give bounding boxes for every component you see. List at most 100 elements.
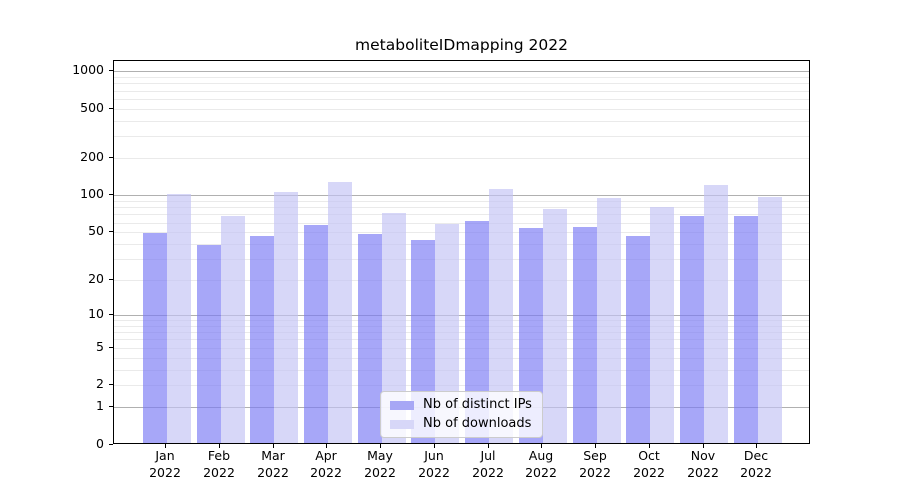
x-tick-mark-apr-2022 [326,444,327,448]
x-tick-mark-feb-2022 [219,444,220,448]
x-tick-label-line: 2022 [687,464,719,480]
gridline-minor-300 [114,136,809,137]
x-tick-label-line: 2022 [364,464,396,480]
x-tick-label-jun-2022: Jun 2022 [394,448,474,481]
bar-nb-of-distinct-ips-dec-2022 [733,216,758,443]
gridline-minor-800 [114,83,809,84]
bar-nb-of-downloads-dec-2022 [757,197,782,443]
bar-nb-of-distinct-ips-nov-2022 [680,216,704,443]
x-tick-mark-jun-2022 [434,444,435,448]
x-tick-label-sep-2022: Sep 2022 [555,448,635,481]
gridline-major-10 [114,315,809,316]
bar-nb-of-distinct-ips-apr-2022 [304,224,328,443]
y-tick-mark-0 [109,444,113,445]
x-tick-label-line: 2022 [579,464,611,480]
x-tick-mark-sep-2022 [595,444,596,448]
y-tick-mark-200 [109,157,113,158]
bar-nb-of-downloads-jan-2022 [166,193,191,443]
y-tick-label-20: 20 [88,271,104,286]
y-tick-label-500: 500 [80,100,104,115]
x-tick-label-line: 2022 [472,464,504,480]
x-tick-label-line: Nov [690,448,716,463]
gridline-minor-400 [114,121,809,122]
y-tick-mark-100 [109,194,113,195]
gridline-minor-7 [114,332,809,333]
y-tick-mark-20 [109,279,113,280]
x-tick-label-mar-2022: Mar 2022 [233,448,313,481]
bar-nb-of-downloads-apr-2022 [328,182,352,443]
plot-area [113,60,810,444]
x-tick-label-line: Sep [583,448,607,463]
x-tick-label-jul-2022: Jul 2022 [448,448,528,481]
chart-title: metaboliteIDmapping 2022 [355,36,568,54]
legend-label-nb-of-distinct-ips: Nb of distinct IPs [423,397,532,412]
x-tick-label-may-2022: May 2022 [340,448,420,481]
legend-entry-nb-of-downloads: Nb of downloads [390,416,532,432]
gridline-minor-90 [114,201,809,202]
gridline-minor-8 [114,326,809,327]
bar-nb-of-downloads-oct-2022 [650,207,675,443]
y-tick-label-2: 2 [96,376,104,391]
gridline-minor-6 [114,339,809,340]
x-tick-label-line: 2022 [525,464,557,480]
bar-nb-of-downloads-sep-2022 [596,198,621,443]
x-tick-label-line: 2022 [149,464,181,480]
x-tick-label-feb-2022: Feb 2022 [179,448,259,481]
x-tick-mark-jul-2022 [488,444,489,448]
x-tick-label-nov-2022: Nov 2022 [663,448,743,481]
x-tick-label-line: Oct [638,448,660,463]
x-tick-label-jan-2022: Jan 2022 [125,448,205,481]
x-tick-label-line: Jun [424,448,444,463]
legend-label-nb-of-downloads: Nb of downloads [423,416,532,431]
y-tick-label-1: 1 [96,398,104,413]
gridline-minor-40 [114,244,809,245]
x-tick-label-line: Jan [155,448,175,463]
gridline-minor-600 [114,99,809,100]
x-tick-label-line: Feb [207,448,231,463]
y-tick-label-5: 5 [96,339,104,354]
x-tick-label-line: 2022 [257,464,289,480]
bar-nb-of-downloads-mar-2022 [274,191,299,443]
x-tick-label-line: 2022 [740,464,772,480]
y-tick-mark-10 [109,314,113,315]
gridline-minor-500 [114,109,809,110]
x-tick-mark-nov-2022 [703,444,704,448]
y-tick-mark-1000 [109,70,113,71]
x-tick-label-line: 2022 [633,464,665,480]
x-tick-label-aug-2022: Aug 2022 [501,448,581,481]
gridline-minor-70 [114,214,809,215]
x-tick-label-line: May [367,448,393,463]
x-tick-mark-oct-2022 [649,444,650,448]
y-tick-mark-500 [109,108,113,109]
gridline-minor-60 [114,223,809,224]
gridline-minor-5 [114,348,809,349]
x-tick-label-line: Dec [743,448,769,463]
gridline-minor-700 [114,91,809,92]
gridline-minor-9 [114,320,809,321]
gridline-minor-200 [114,158,809,159]
gridline-minor-3 [114,370,809,371]
bar-nb-of-distinct-ips-mar-2022 [250,236,275,443]
y-tick-label-100: 100 [80,186,104,201]
x-tick-label-line: Aug [528,448,554,463]
gridline-minor-30 [114,259,809,260]
bar-nb-of-distinct-ips-oct-2022 [626,236,651,443]
bar-nb-of-downloads-aug-2022 [542,208,567,443]
x-tick-label-apr-2022: Apr 2022 [286,448,366,481]
x-tick-label-dec-2022: Dec 2022 [716,448,796,481]
x-tick-mark-may-2022 [380,444,381,448]
gridline-minor-50 [114,232,809,233]
x-tick-label-oct-2022: Oct 2022 [609,448,689,481]
bar-nb-of-downloads-feb-2022 [220,216,245,443]
y-tick-mark-50 [109,231,113,232]
x-tick-label-line: Jul [480,448,496,463]
x-tick-label-line: Apr [315,448,337,463]
gridline-minor-80 [114,207,809,208]
y-tick-mark-5 [109,347,113,348]
y-tick-label-50: 50 [88,223,104,238]
gridline-minor-2 [114,385,809,386]
y-tick-mark-2 [109,384,113,385]
gridline-major-1000 [114,71,809,72]
gridline-major-100 [114,195,809,196]
